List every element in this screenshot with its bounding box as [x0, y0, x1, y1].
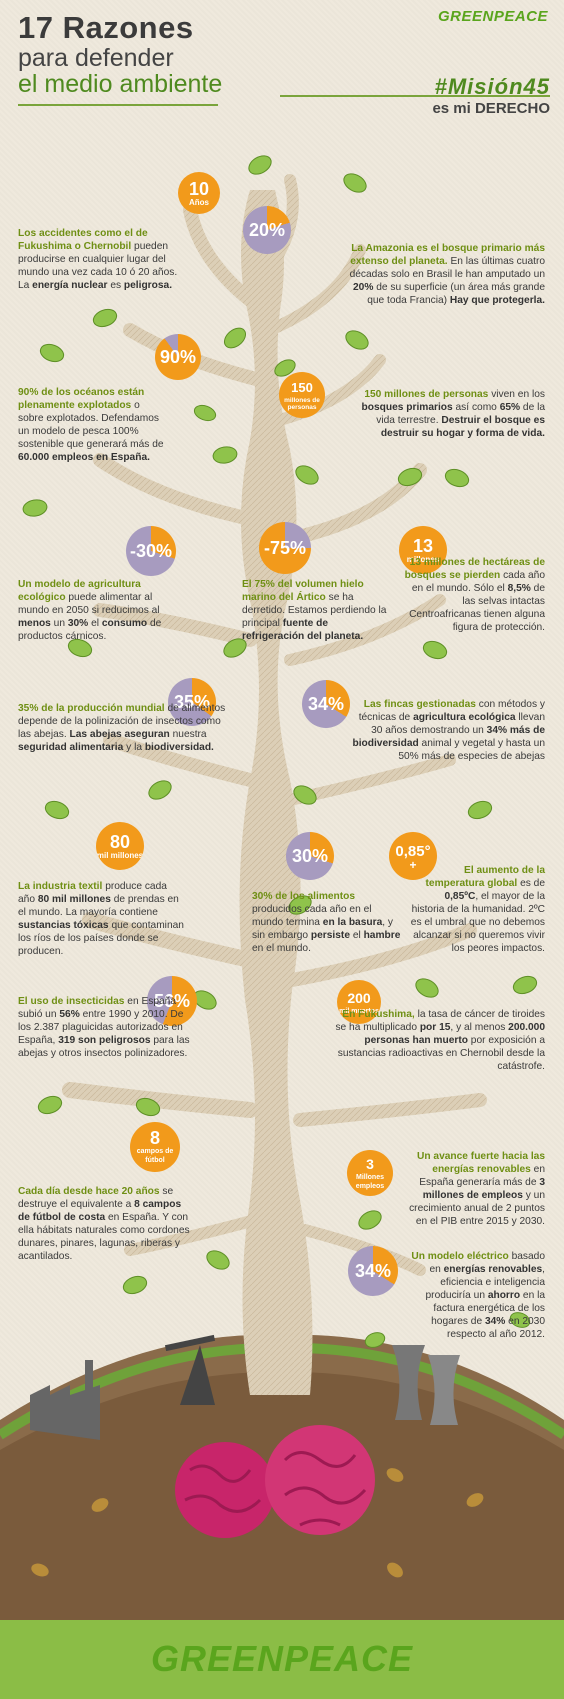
- badge-10-anos: 10 Años: [178, 172, 220, 214]
- hashtag-underline: [280, 95, 550, 97]
- fact-ecological-agriculture: Un modelo de agricultura ecológico puede…: [18, 579, 162, 642]
- brain-roots: [175, 1425, 375, 1538]
- title-line-3: el medio ambiente: [18, 70, 223, 98]
- badge-35-percent: 35%: [168, 678, 216, 726]
- badge-150-millones: 150 millones de personas: [279, 372, 325, 418]
- badge-90-percent: 90%: [155, 334, 201, 380]
- factory-silhouette: [30, 1385, 100, 1440]
- badge-minus-75-percent: -75%: [259, 522, 311, 574]
- greenpeace-logo-top: GREENPEACE: [438, 8, 549, 25]
- cooling-tower-left: [392, 1345, 425, 1420]
- badge-0-85-degrees: 0,85° +: [389, 832, 437, 880]
- badge-13-millones: 13 millones: [399, 526, 447, 574]
- badge-3-millones-empleos: 3 Millones empleos: [347, 1150, 393, 1196]
- hashtag-subtitle: es mi DERECHO: [432, 100, 550, 117]
- badge-200-mil-muertos: 200 mil muertos: [337, 980, 381, 1024]
- fact-insecticides: El uso de insecticidas en España subió u…: [18, 996, 190, 1059]
- fact-nuclear-accidents: Los accidentes como el de Fukushima o Ch…: [18, 228, 178, 291]
- fact-primary-forests: 150 millones de personas viven en los bo…: [361, 389, 545, 439]
- hashtag: #Misión45: [434, 74, 550, 99]
- badge-56-percent: 56%: [147, 976, 197, 1026]
- fact-arctic-ice: El 75% del volumen hielo marino del Árti…: [242, 579, 387, 642]
- fact-coast-destruction: Cada día desde hace 20 años se destruye …: [18, 1186, 190, 1262]
- title-line-1: 17 Razones: [18, 10, 194, 45]
- fact-fukushima: En Fukushima, la tasa de cáncer de tiroi…: [335, 1009, 545, 1072]
- badge-80-mil-millones: 80 mil millones: [96, 822, 144, 870]
- fact-textile-industry: La industria textil produce cada año 80 …: [18, 881, 184, 957]
- title-underline: [18, 104, 218, 106]
- oil-pump-silhouette: [180, 1345, 215, 1405]
- greenpeace-logo-bottom: GREENPEACE: [150, 1638, 414, 1679]
- badge-20-percent: 20%: [243, 206, 291, 254]
- fact-renewables-jobs: Un avance fuerte hacia las energías reno…: [409, 1151, 545, 1227]
- cooling-tower-right: [428, 1355, 460, 1425]
- badge-34-percent-savings: 34%: [348, 1246, 398, 1296]
- ground-strip: [0, 1620, 564, 1699]
- fact-bees-pollination: 35% de la producción mundial de alimento…: [18, 703, 226, 753]
- badge-30-percent-food: 30%: [286, 832, 334, 880]
- title-line-2: para defender: [18, 44, 174, 72]
- fact-ecological-farms: Las fincas gestionadas con métodos y téc…: [352, 699, 545, 762]
- fact-global-temperature: El aumento de la temperatura global es d…: [410, 865, 545, 954]
- fact-hectares-forest: 13 millones de hectáreas de bosques se p…: [404, 557, 545, 633]
- badge-8-campos: 8 campos de fútbol: [130, 1122, 180, 1172]
- fact-food-waste: 30% de los alimentos producidos cada año…: [252, 891, 401, 954]
- badge-34-percent-biodiversity: 34%: [302, 680, 350, 728]
- fact-electric-model: Un modelo eléctrico basado en energías r…: [411, 1251, 545, 1340]
- tree-trunk: [239, 190, 313, 1395]
- fact-amazonia: La Amazonia es el bosque primario más ex…: [349, 243, 545, 306]
- badge-minus-30-percent: -30%: [126, 526, 176, 576]
- fact-oceans: 90% de los océanos están plenamente expl…: [18, 387, 164, 463]
